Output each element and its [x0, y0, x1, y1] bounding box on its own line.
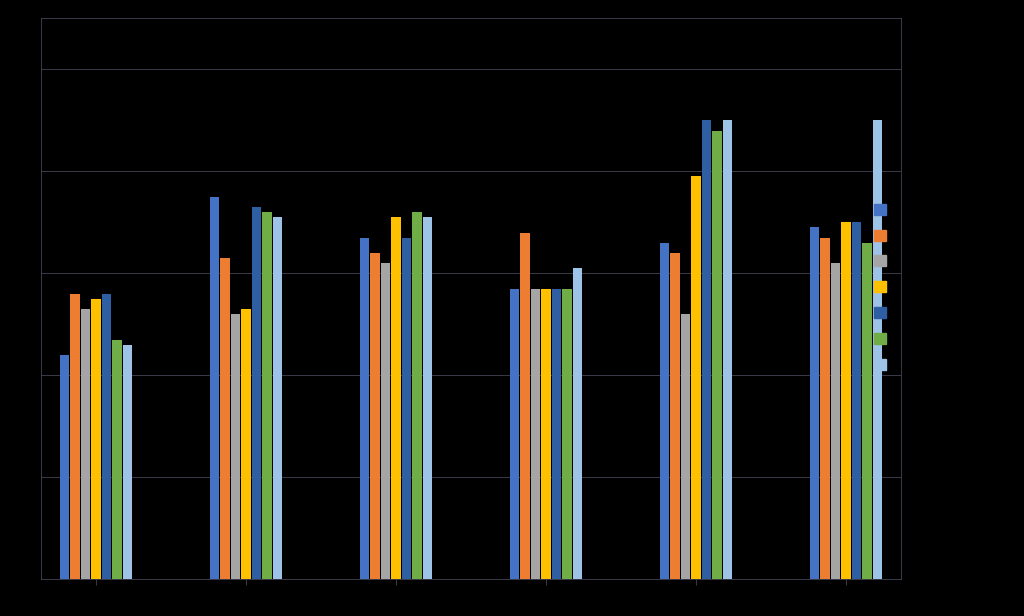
Bar	[862, 243, 872, 579]
Bar	[562, 288, 572, 579]
Bar	[670, 253, 680, 579]
Bar	[101, 294, 112, 579]
Bar	[691, 176, 701, 579]
Bar	[230, 314, 241, 579]
Bar	[272, 217, 283, 579]
Bar	[520, 232, 530, 579]
Bar	[70, 294, 80, 579]
Bar	[701, 120, 712, 579]
Bar	[370, 253, 380, 579]
Bar	[220, 258, 229, 579]
Bar	[59, 355, 70, 579]
Bar	[359, 238, 370, 579]
Bar	[810, 227, 819, 579]
Bar	[842, 222, 851, 579]
Bar	[210, 197, 219, 579]
Bar	[391, 217, 401, 579]
Bar	[681, 314, 690, 579]
Bar	[412, 212, 422, 579]
Bar	[510, 288, 519, 579]
Bar	[81, 309, 90, 579]
Bar	[262, 212, 272, 579]
Bar	[91, 299, 100, 579]
Bar	[852, 222, 861, 579]
Bar	[723, 120, 732, 579]
Bar	[552, 288, 561, 579]
Bar	[423, 217, 432, 579]
Bar	[381, 263, 390, 579]
Bar	[112, 339, 122, 579]
Bar	[530, 288, 541, 579]
Bar	[572, 268, 583, 579]
Bar	[401, 238, 412, 579]
Bar	[252, 207, 261, 579]
Bar	[872, 120, 883, 579]
Bar	[541, 288, 551, 579]
Bar	[820, 238, 830, 579]
Legend: , , , , , , : , , , , , ,	[871, 200, 890, 375]
Bar	[830, 263, 841, 579]
Bar	[123, 344, 132, 579]
Bar	[241, 309, 251, 579]
Bar	[713, 131, 722, 579]
Bar	[659, 243, 670, 579]
